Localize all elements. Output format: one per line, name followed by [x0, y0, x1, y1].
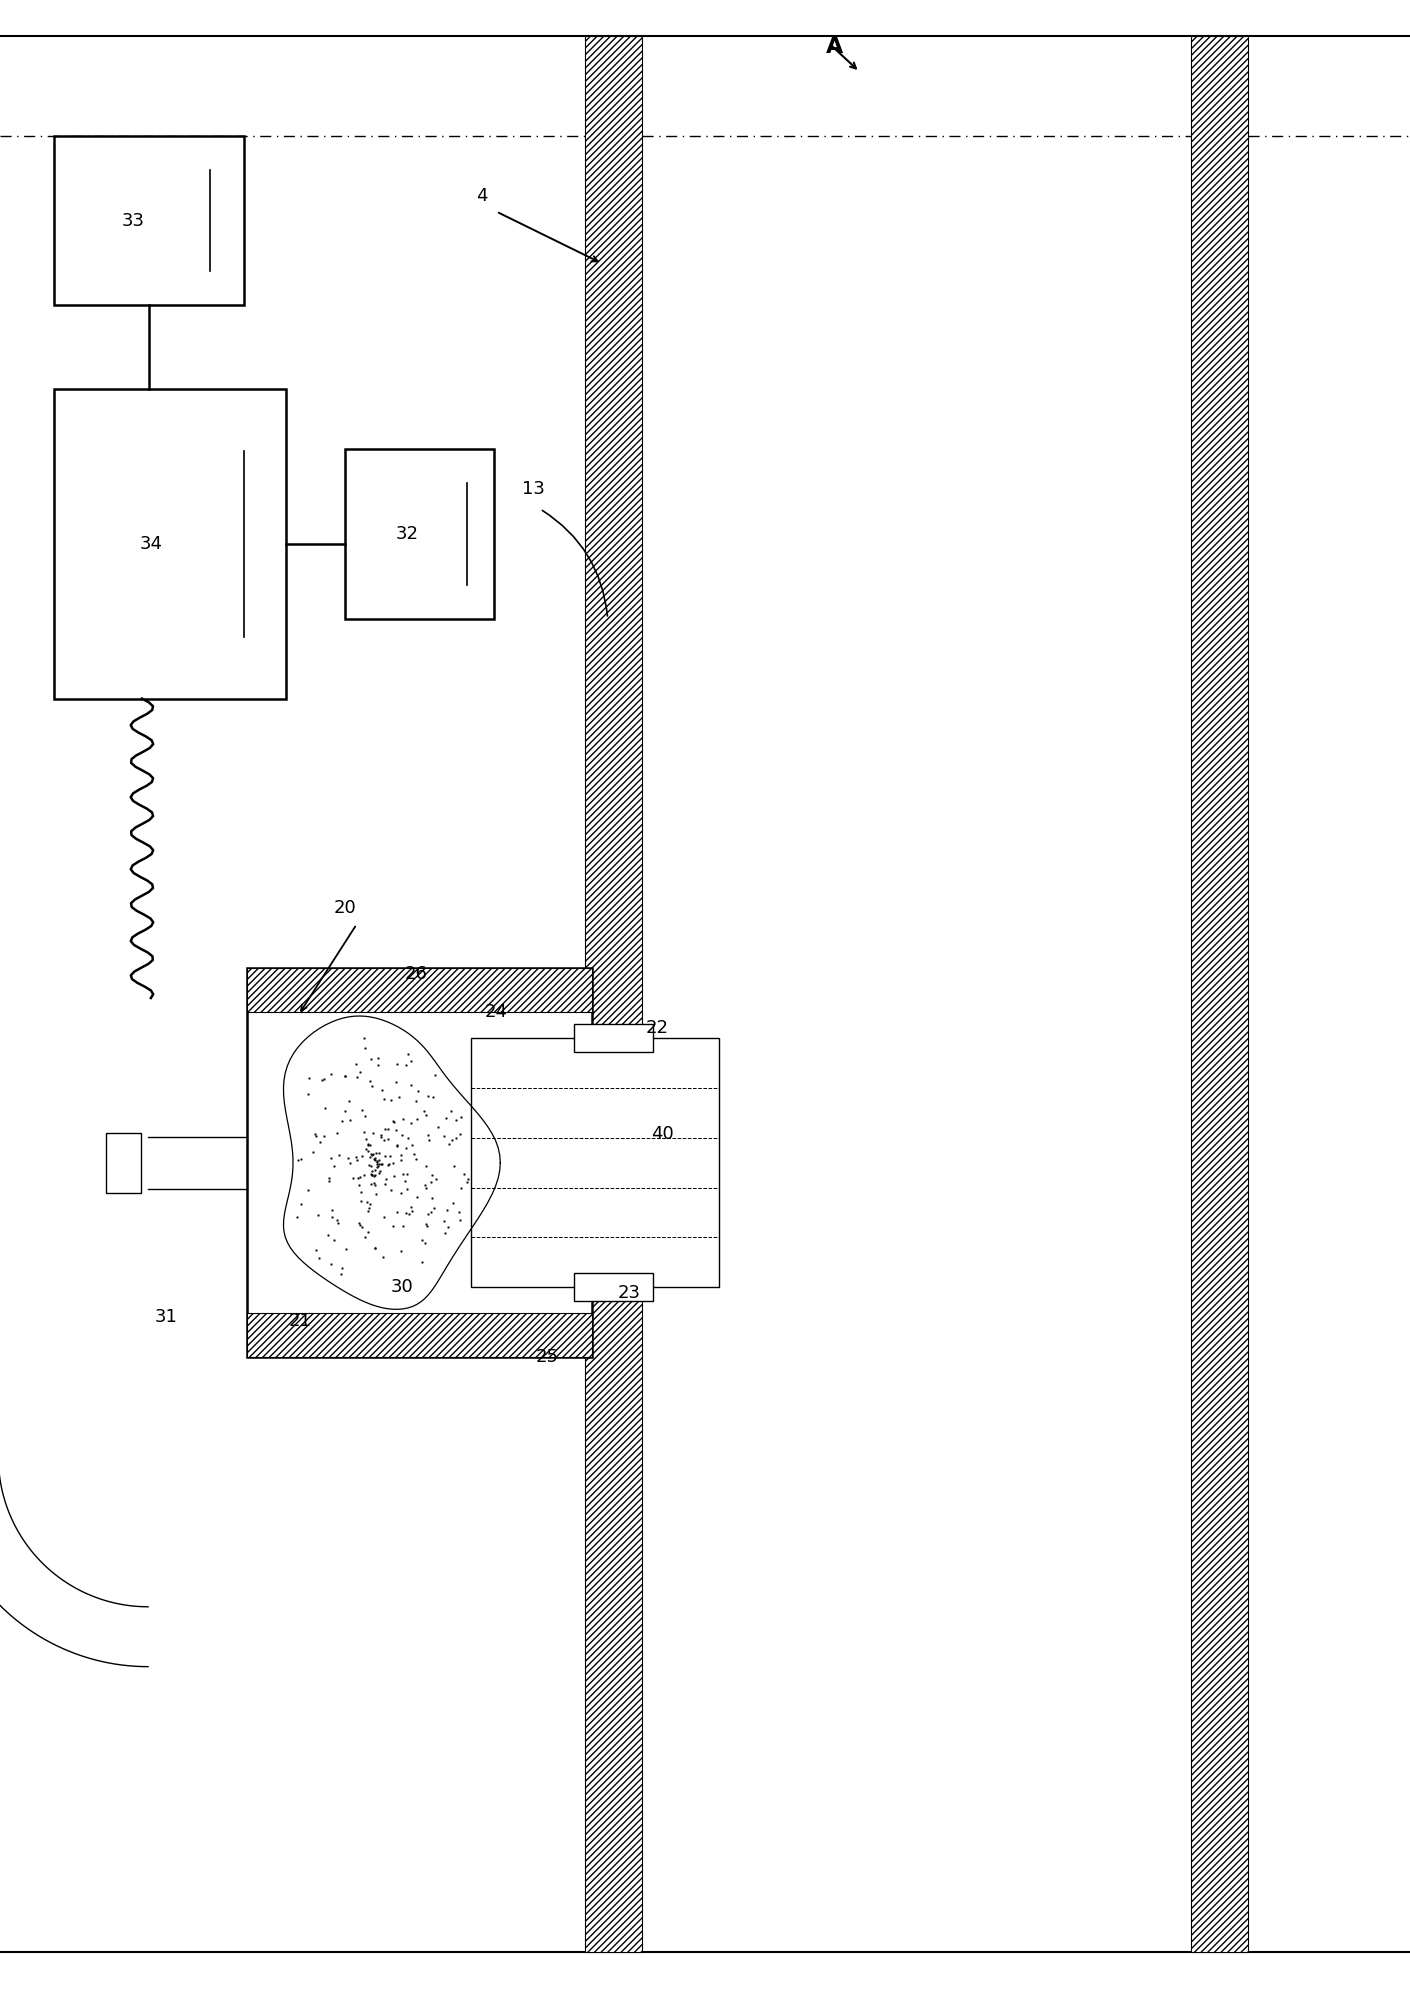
- Text: 13: 13: [522, 479, 544, 499]
- Bar: [106, 1134, 141, 1194]
- Text: 23: 23: [618, 1283, 640, 1303]
- Text: 24: 24: [485, 1002, 508, 1022]
- Text: 30: 30: [391, 1277, 413, 1297]
- Text: 33: 33: [123, 212, 145, 230]
- Text: 32: 32: [396, 525, 419, 543]
- Bar: [1191, 36, 1248, 1952]
- Text: 21: 21: [289, 1311, 312, 1331]
- Text: 34: 34: [140, 535, 162, 553]
- Bar: [585, 36, 642, 1952]
- Bar: [54, 389, 286, 699]
- Text: 25: 25: [536, 1347, 558, 1367]
- Text: 26: 26: [405, 964, 427, 984]
- Bar: [247, 968, 592, 1357]
- Bar: [54, 136, 244, 305]
- Bar: [574, 1273, 653, 1301]
- Bar: [247, 968, 592, 1012]
- Text: 4: 4: [477, 186, 488, 206]
- Text: 20: 20: [334, 898, 357, 918]
- Bar: [345, 449, 494, 619]
- Text: 22: 22: [646, 1018, 668, 1038]
- Text: A: A: [826, 38, 843, 58]
- Bar: [247, 1313, 592, 1357]
- Text: 31: 31: [155, 1307, 178, 1327]
- Bar: [471, 1038, 719, 1287]
- Text: 40: 40: [651, 1124, 674, 1144]
- Bar: [574, 1024, 653, 1052]
